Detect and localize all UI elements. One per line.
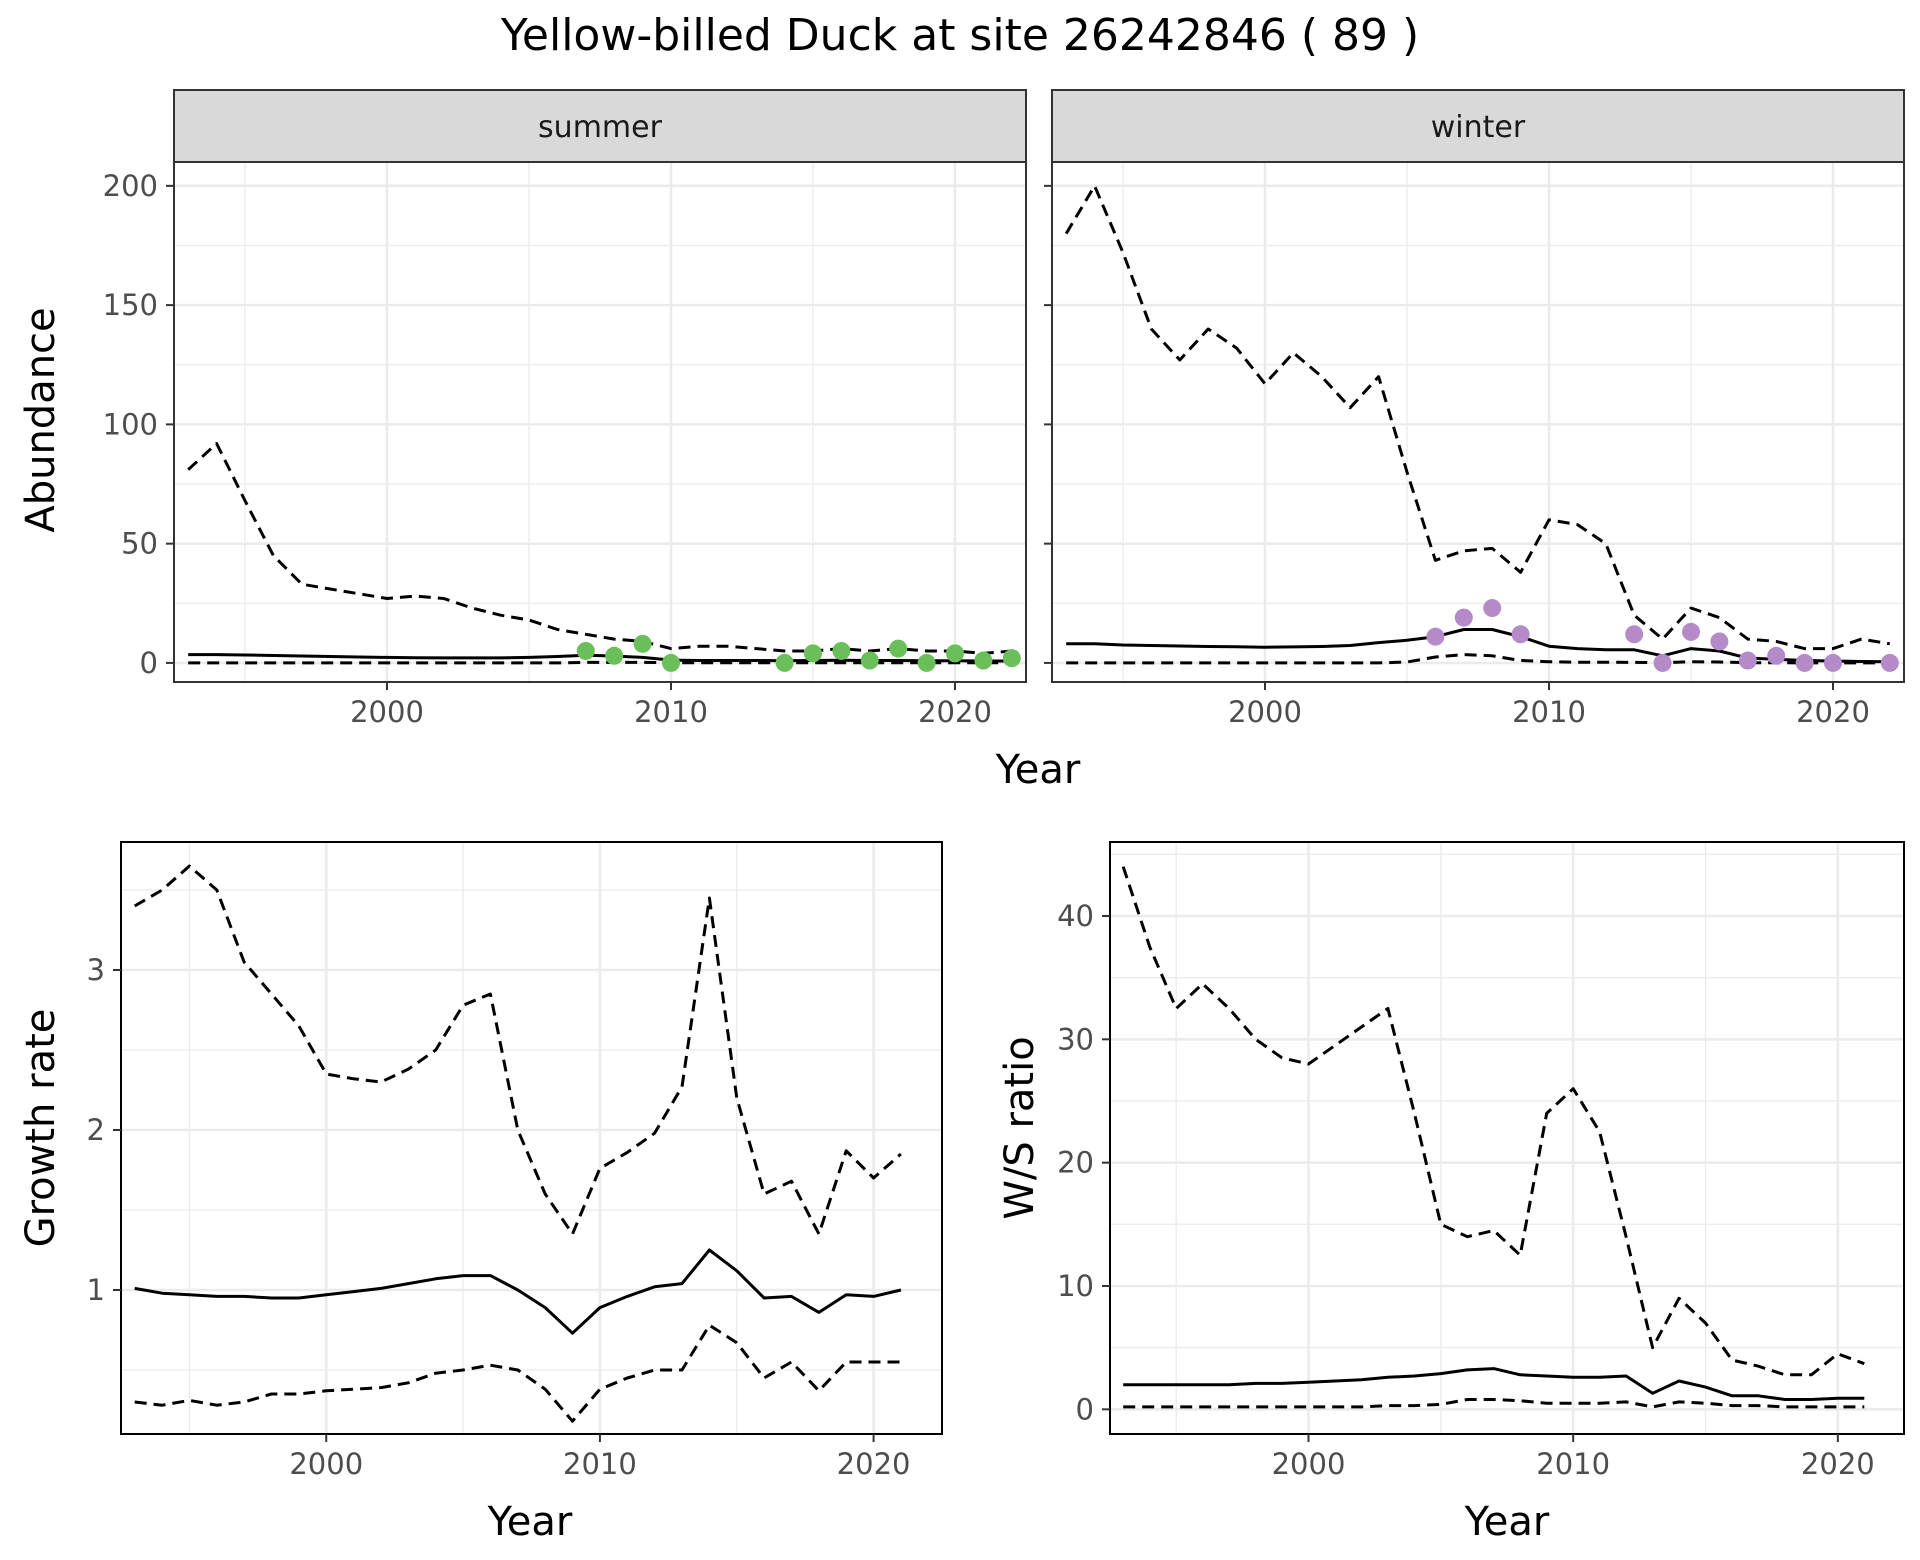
facet-strip-label: winter [1431,110,1526,145]
data-point [946,644,964,663]
data-point [775,653,794,672]
x-tick-label: 2010 [563,1447,637,1481]
grid [121,842,942,1434]
top-x-axis-title: Year [995,747,1081,793]
x-tick-label: 2010 [1536,1447,1610,1481]
y-tick-label: 30 [1057,1022,1094,1056]
series-line-dashed-1 [1064,184,1891,651]
grid [1052,162,1904,682]
data-point [1002,649,1021,668]
y-tick-label: 50 [121,527,158,561]
series-line-dashed-1 [133,864,902,1236]
panel-border [120,841,943,1435]
series-line-dashed-2 [134,1323,901,1423]
winter-panel: winter 2000 2010 2020 [1044,89,1905,729]
data-point [662,653,680,672]
data-point [1511,625,1530,644]
y-tick-label: 2 [87,1113,105,1147]
data-point [633,634,652,653]
grid [174,162,1026,682]
data-point [889,639,908,658]
series-line-dashed-2 [1123,1398,1865,1409]
x-tick-label: 2010 [1512,695,1586,729]
data-point [1767,646,1786,665]
y-tick-label: 0 [140,646,158,680]
data-point [860,651,879,670]
x-tick-label: 2020 [918,695,992,729]
plot-area [1110,842,1904,1434]
series-line-dashed-1 [1121,866,1865,1377]
figure-title: Yellow-billed Duck at site 26242846 ( 89… [500,10,1419,61]
data-point [1880,653,1899,672]
data-point [832,641,851,660]
series-line-solid [1123,1367,1865,1401]
series-line-solid [134,1248,902,1335]
x-tick-label: 2020 [837,1447,911,1481]
x-tick-label: 2000 [350,695,424,729]
y-tick-label: 0 [1076,1392,1094,1426]
grid [1110,842,1904,1434]
growth-x-axis-title: Year [487,1499,573,1545]
plot-area [174,162,1026,682]
y-tick-label: 40 [1057,899,1094,933]
data-point [1483,599,1502,618]
summer-panel: summer 2000 2010 2020 0 50 100 150 200 [103,89,1027,729]
data-point [605,646,624,665]
x-tick-label: 2020 [1796,695,1870,729]
x-tick-label: 2020 [1801,1447,1875,1481]
data-point [974,651,993,670]
panel-border [173,161,1027,683]
panel-border [1051,161,1905,683]
y-tick-label: 100 [103,407,158,441]
x-tick-label: 2000 [1272,1447,1346,1481]
data-point [917,653,936,672]
growth-y-axis-title: Growth rate [18,1009,64,1248]
x-tick-label: 2000 [289,1447,363,1481]
panel-border [1109,841,1905,1435]
data-point [1795,653,1814,672]
data-point [804,644,822,663]
series-line-dashed-1 [187,442,1012,655]
x-tick-label: 2010 [634,695,708,729]
facet-strip-label: summer [538,110,663,145]
y-tick-label: 200 [103,169,158,203]
top-y-axis-title: Abundance [18,307,64,532]
data-point [1653,653,1672,672]
facet-strip [173,89,1027,163]
data-point [1454,608,1473,627]
plot-area [1052,162,1904,682]
data-point [1710,632,1729,651]
growth-rate-panel: 2000 2010 2020 1 2 3 [87,841,943,1481]
y-tick-label: 1 [87,1273,105,1307]
y-tick-label: 3 [87,953,105,987]
wsratio-x-axis-title: Year [1464,1499,1550,1545]
wsratio-y-axis-title: W/S ratio [997,1036,1043,1219]
ws-ratio-panel: 2000 2010 2020 0 10 20 30 40 [1057,841,1905,1481]
data-point [1738,651,1757,670]
y-tick-label: 20 [1057,1146,1094,1180]
plot-area [121,842,942,1434]
y-tick-label: 10 [1057,1269,1094,1303]
data-point [1625,625,1644,644]
x-tick-label: 2000 [1228,695,1302,729]
data-point [1824,653,1842,672]
data-point [1682,622,1700,641]
y-tick-label: 150 [103,288,158,322]
data-point [576,641,595,660]
facet-strip [1051,89,1905,163]
data-point [1426,627,1445,646]
